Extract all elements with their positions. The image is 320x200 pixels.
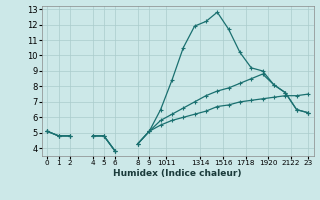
X-axis label: Humidex (Indice chaleur): Humidex (Indice chaleur) bbox=[113, 169, 242, 178]
